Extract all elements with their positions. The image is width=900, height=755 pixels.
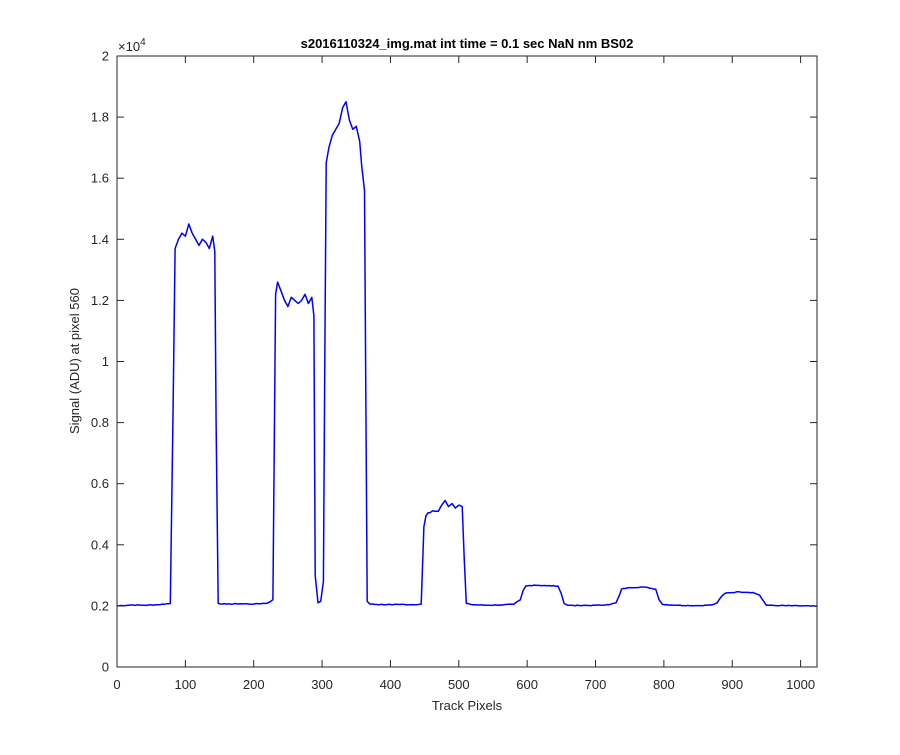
x-axis-label: Track Pixels <box>432 698 503 713</box>
series-line-0 <box>116 101 818 607</box>
y-tick-label: 1 <box>102 354 109 369</box>
x-tick-label: 900 <box>721 677 743 692</box>
x-tick-label: 0 <box>113 677 120 692</box>
x-tick-label: 400 <box>380 677 402 692</box>
chart-title: s2016110324_img.mat int time = 0.1 sec N… <box>301 36 634 51</box>
y-tick-label: 0 <box>102 660 109 675</box>
x-tick-label: 500 <box>448 677 470 692</box>
y-tick-label: 0.4 <box>91 537 109 552</box>
x-tick-label: 700 <box>585 677 607 692</box>
y-axis-exponent-base: ×10 <box>118 39 140 54</box>
y-tick-label: 0.2 <box>91 598 109 613</box>
y-tick-label: 1.4 <box>91 232 109 247</box>
x-tick-label: 800 <box>653 677 675 692</box>
y-tick-label: 2 <box>102 49 109 64</box>
y-tick-label: 1.2 <box>91 293 109 308</box>
y-axis-label: Signal (ADU) at pixel 560 <box>67 288 82 434</box>
series-layer <box>116 101 818 607</box>
y-axis-exponent-power: 4 <box>140 37 146 48</box>
y-tick-label: 1.6 <box>91 171 109 186</box>
y-tick-label: 0.6 <box>91 476 109 491</box>
y-axis-exponent: ×104 <box>118 37 146 54</box>
plot-box <box>116 55 818 668</box>
x-axis-ticks: 0 100 200 300 400 500 600 700 800 900 1000 <box>113 56 815 692</box>
y-tick-label: 0.8 <box>91 415 109 430</box>
x-tick-label: 300 <box>311 677 333 692</box>
x-tick-label: 600 <box>516 677 538 692</box>
y-tick-label: 1.8 <box>91 110 109 125</box>
x-tick-label: 100 <box>175 677 197 692</box>
x-tick-label: 200 <box>243 677 265 692</box>
x-tick-label: 1000 <box>786 677 815 692</box>
plot-area-background <box>117 56 817 667</box>
